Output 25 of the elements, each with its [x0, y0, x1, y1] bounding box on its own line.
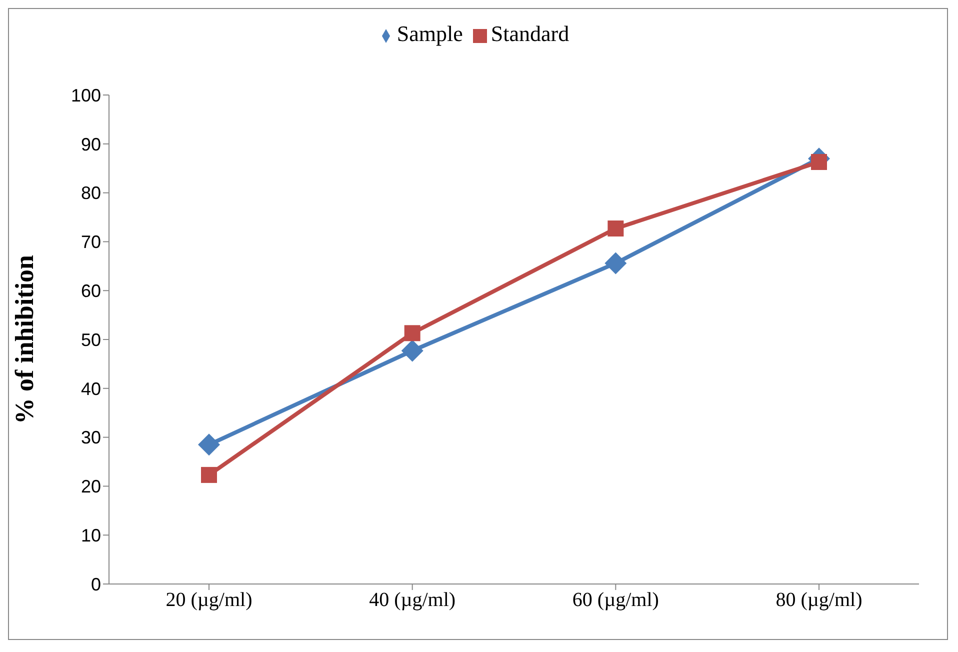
y-tick-label: 60 — [80, 280, 101, 301]
y-axis-title: % of inhibition — [10, 254, 40, 424]
x-tick-label: 60 (µg/ml) — [572, 589, 659, 612]
y-tick-label: 10 — [80, 525, 101, 546]
y-tick-label: 90 — [80, 134, 101, 154]
y-tick-label: 50 — [80, 330, 101, 350]
point — [604, 252, 627, 274]
y-tick-label: 30 — [80, 428, 101, 448]
point — [404, 325, 420, 342]
x-tick-label: 20 (µg/ml) — [166, 589, 252, 612]
legend-label: Sample — [396, 21, 463, 46]
point — [401, 340, 424, 362]
y-tick-label: 70 — [80, 232, 101, 252]
y-tick-label: 100 — [70, 85, 101, 106]
point — [198, 434, 220, 456]
legend-label: Standard — [490, 21, 570, 46]
y-tick-label: 0 — [90, 574, 101, 594]
y-tick-label: 20 — [80, 476, 101, 497]
point — [201, 466, 217, 483]
point — [608, 220, 624, 236]
x-tick-label: 80 (µg/ml) — [776, 589, 862, 612]
x-tick-label: 40 (µg/ml) — [369, 589, 456, 612]
y-tick-label: 40 — [80, 378, 101, 399]
point — [811, 154, 827, 170]
y-tick-label: 80 — [80, 183, 101, 204]
